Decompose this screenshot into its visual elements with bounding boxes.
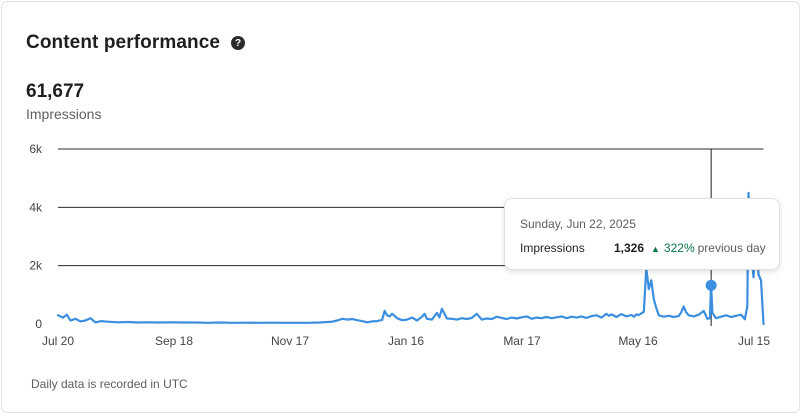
x-tick-label: Nov 17 <box>271 334 309 348</box>
tooltip-change: ▲ 322% previous day <box>651 241 766 255</box>
y-tick-label: 4k <box>29 200 43 214</box>
x-tick-label: May 16 <box>618 334 658 348</box>
utc-footnote: Daily data is recorded in UTC <box>31 377 188 391</box>
tooltip-change-pct: 322% <box>663 241 695 255</box>
impressions-series-line <box>56 191 765 326</box>
tooltip-value: 1,326 <box>614 241 645 255</box>
x-tick-label: Jan 16 <box>388 334 424 348</box>
x-tick-label: Jul 20 <box>42 334 74 348</box>
tooltip-change-text: previous day <box>697 241 766 255</box>
x-tick-label: Sep 18 <box>155 334 193 348</box>
impressions-total: 61,677 <box>26 81 85 102</box>
highlight-point <box>705 279 717 291</box>
up-arrow-icon: ▲ <box>651 244 660 254</box>
card-title: Content performance <box>26 32 221 53</box>
chart-tooltip: Sunday, Jun 22, 2025 Impressions 1,326 ▲… <box>504 198 780 270</box>
x-tick-label: Mar 17 <box>503 334 541 348</box>
title-row: Content performance ? <box>26 32 246 54</box>
y-tick-label: 0 <box>35 317 42 331</box>
tooltip-label: Impressions <box>520 241 585 255</box>
tooltip-date: Sunday, Jun 22, 2025 <box>520 217 636 231</box>
y-tick-label: 2k <box>29 259 43 273</box>
help-icon[interactable]: ? <box>231 36 246 50</box>
y-tick-label: 6k <box>29 142 43 156</box>
x-tick-label: Jul 15 <box>738 334 770 348</box>
impressions-label: Impressions <box>26 106 102 122</box>
